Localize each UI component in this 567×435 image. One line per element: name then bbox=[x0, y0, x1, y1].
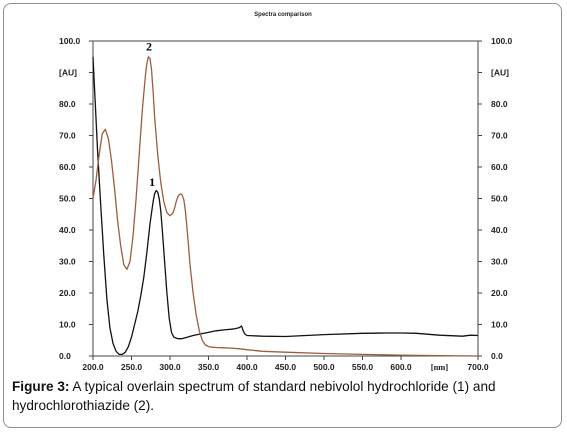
y-tick-label-right: 10.0 bbox=[491, 320, 508, 330]
y-tick-label-right: 70.0 bbox=[491, 131, 508, 141]
y-tick-label-right: [AU] bbox=[491, 68, 509, 78]
y-tick-label-left: 60.0 bbox=[59, 162, 76, 172]
y-tick-label-left: 30.0 bbox=[59, 257, 76, 267]
y-tick-label-left: 100.0 bbox=[59, 36, 81, 46]
figure-caption: Figure 3: A typical overlain spectrum of… bbox=[12, 377, 552, 415]
y-tick-label-right: 80.0 bbox=[491, 99, 508, 109]
x-tick-label: 350.0 bbox=[198, 362, 220, 372]
y-tick-label-right: 40.0 bbox=[491, 225, 508, 235]
plot-area bbox=[92, 40, 479, 357]
caption-label: Figure 3: bbox=[12, 379, 70, 394]
x-tick-label: 550.0 bbox=[352, 362, 374, 372]
y-tick-label-left: 40.0 bbox=[59, 225, 76, 235]
x-tick-label: 300.0 bbox=[159, 362, 181, 372]
x-tick-label: 700.0 bbox=[467, 362, 489, 372]
x-tick-label: 600.0 bbox=[390, 362, 412, 372]
y-tick-label-left: 50.0 bbox=[59, 194, 76, 204]
y-axis-right: 100.0 [AU] 80.0 70.0 60.0 50.0 40.0 30.0 20.0 10.… bbox=[478, 36, 513, 361]
y-tick-label-left: 0.0 bbox=[59, 351, 71, 361]
y-tick-label-left: 80.0 bbox=[59, 99, 76, 109]
y-tick-label-left: 20.0 bbox=[59, 288, 76, 298]
y-axis-left: 100.0 [AU] 80.0 70.0 60.0 50.0 40.0 30.0 20.0 10.… bbox=[59, 36, 93, 361]
y-tick-label-left: 10.0 bbox=[59, 320, 76, 330]
series-label-1: 1 bbox=[149, 175, 155, 189]
x-axis-unit-label: [nm] bbox=[431, 362, 449, 372]
series-line-1 bbox=[92, 56, 479, 356]
x-tick-label: 250.0 bbox=[121, 362, 143, 372]
spectra-chart: Spectra comparison 100.0 [AU] 80.0 70.0 60.0… bbox=[59, 12, 513, 372]
y-tick-label-right: 50.0 bbox=[491, 194, 508, 204]
x-tick-label: 200.0 bbox=[82, 362, 104, 372]
x-tick-label: 400.0 bbox=[236, 362, 258, 372]
y-tick-label-right: 20.0 bbox=[491, 288, 508, 298]
chart-title: Spectra comparison bbox=[254, 12, 312, 18]
y-tick-label-right: 100.0 bbox=[491, 36, 513, 46]
y-tick-label-left: [AU] bbox=[59, 68, 77, 78]
y-tick-label-right: 0.0 bbox=[491, 351, 503, 361]
y-tick-label-right: 60.0 bbox=[491, 162, 508, 172]
series-line-2 bbox=[92, 56, 479, 357]
y-tick-label-left: 70.0 bbox=[59, 131, 76, 141]
series-label-2: 2 bbox=[146, 39, 152, 53]
series-layer: 12 bbox=[92, 39, 479, 357]
y-tick-label-right: 30.0 bbox=[491, 257, 508, 267]
x-tick-label: 500.0 bbox=[313, 362, 335, 372]
figure-frame bbox=[3, 3, 562, 428]
x-axis: 200.0 250.0 300.0 350.0 400.0 450.0 500.0 550.0… bbox=[82, 356, 489, 372]
caption-text: A typical overlain spectrum of standard … bbox=[12, 379, 496, 413]
x-tick-label: 450.0 bbox=[275, 362, 297, 372]
